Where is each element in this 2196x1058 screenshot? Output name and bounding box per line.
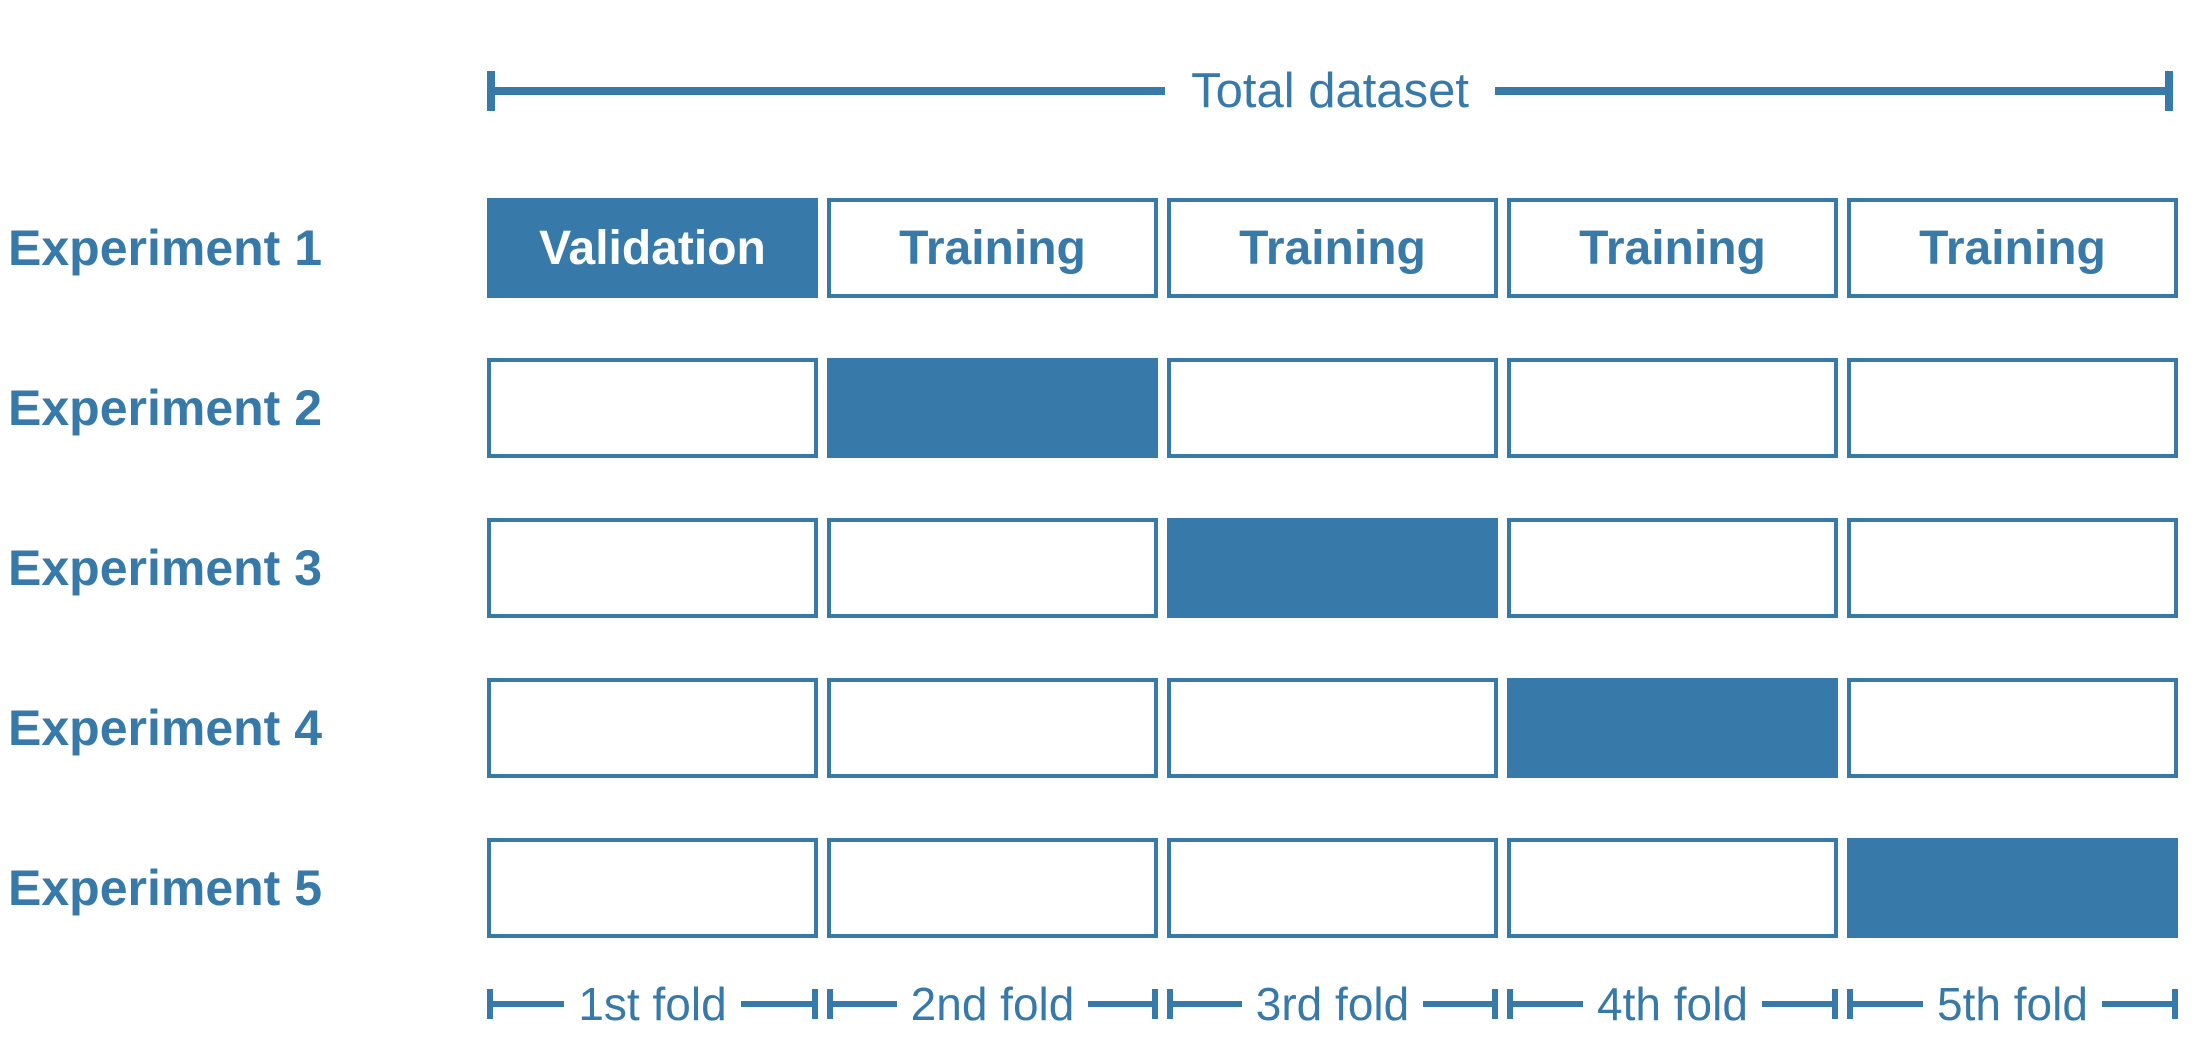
experiment-3-label: Experiment 3 (8, 540, 323, 596)
cell-text: Training (1919, 221, 2106, 275)
fold-cell (1507, 838, 1838, 938)
total-dataset-label: Total dataset (1191, 64, 1469, 118)
experiment-4-cells (487, 678, 2178, 778)
fold-left-cap (487, 989, 493, 1019)
fold-bracket-1: 1st fold (487, 975, 818, 1033)
fold-cell-validation (827, 358, 1158, 458)
fold-bracket-4: 4th fold (1507, 975, 1838, 1033)
ruler-right-cap (2165, 71, 2174, 111)
experiment-3-cells (487, 518, 2178, 618)
fold-cell (487, 838, 818, 938)
experiment-4-label: Experiment 4 (8, 700, 323, 756)
fold-left-cap (1847, 989, 1853, 1019)
fold-left-line (1173, 1001, 1242, 1007)
fold-cell-validation: Validation (487, 198, 818, 298)
fold-cell-validation (1507, 678, 1838, 778)
cell-text: Training (1579, 221, 1766, 275)
fold-cell (827, 678, 1158, 778)
fold-cell (827, 838, 1158, 938)
fold-cell-training: Training (827, 198, 1158, 298)
fold-cell (1507, 518, 1838, 618)
ruler-left-line (495, 87, 1166, 95)
fold-cell-validation (1847, 838, 2178, 938)
ruler-left-cap (487, 71, 495, 111)
fold-5-label: 5th fold (1937, 978, 2088, 1030)
fold-cell (487, 518, 818, 618)
fold-1-label: 1st fold (578, 978, 727, 1030)
fold-right-line (1761, 1001, 1832, 1007)
fold-right-cap (812, 989, 818, 1019)
fold-bracket-5: 5th fold (1847, 975, 2178, 1033)
total-dataset-ruler: Total dataset (487, 64, 2174, 118)
fold-cell (1847, 518, 2178, 618)
fold-cell-training: Training (1507, 198, 1838, 298)
fold-left-line (1853, 1001, 1924, 1007)
experiment-5-label: Experiment 5 (8, 860, 323, 916)
fold-right-cap (1832, 989, 1838, 1019)
fold-cell (827, 518, 1158, 618)
fold-left-cap (1167, 989, 1173, 1019)
fold-right-cap (1152, 989, 1159, 1019)
fold-cell-training: Training (1847, 198, 2178, 298)
cell-text: Validation (539, 221, 766, 275)
fold-brackets: 1st fold 2nd fold 3rd fold 4th fold 5th … (487, 975, 2178, 1033)
experiment-2-cells (487, 358, 2178, 458)
fold-cell-training: Training (1167, 198, 1498, 298)
fold-cell (1847, 678, 2178, 778)
fold-cell (487, 358, 818, 458)
fold-3-label: 3rd fold (1255, 978, 1410, 1030)
experiment-1-label: Experiment 1 (8, 220, 323, 276)
fold-2-label: 2nd fold (910, 978, 1075, 1030)
fold-cell-validation (1167, 518, 1498, 618)
experiment-row-3: Experiment 3 (0, 518, 2196, 618)
fold-cell (1167, 838, 1498, 938)
fold-cell (1167, 678, 1498, 778)
fold-left-cap (827, 989, 833, 1019)
cell-text: Training (899, 221, 1086, 275)
fold-cell (1847, 358, 2178, 458)
ruler-right-line (1494, 87, 2166, 95)
experiment-row-1: Experiment 1 Validation Training Trainin… (0, 198, 2196, 298)
experiment-2-label: Experiment 2 (8, 380, 323, 436)
fold-left-line (833, 1001, 897, 1007)
fold-right-line (2101, 1001, 2172, 1007)
experiment-row-4: Experiment 4 (0, 678, 2196, 778)
experiment-1-cells: Validation Training Training Training Tr… (487, 198, 2178, 298)
fold-right-line (1423, 1001, 1492, 1007)
experiment-row-2: Experiment 2 (0, 358, 2196, 458)
cell-text: Training (1239, 221, 1426, 275)
experiment-5-cells (487, 838, 2178, 938)
experiment-rows: Experiment 1 Validation Training Trainin… (0, 198, 2196, 938)
fold-right-line (1088, 1001, 1153, 1007)
fold-bracket-3: 3rd fold (1167, 975, 1498, 1033)
fold-left-line (493, 1001, 565, 1007)
fold-right-cap (2172, 989, 2178, 1019)
fold-right-cap (1492, 989, 1498, 1019)
fold-4-label: 4th fold (1597, 978, 1748, 1030)
fold-left-line (1513, 1001, 1584, 1007)
fold-cell (1507, 358, 1838, 458)
experiment-row-5: Experiment 5 (0, 838, 2196, 938)
fold-cell (487, 678, 818, 778)
fold-left-cap (1507, 989, 1513, 1019)
fold-bracket-2: 2nd fold (827, 975, 1159, 1033)
fold-cell (1167, 358, 1498, 458)
fold-right-line (740, 1001, 812, 1007)
